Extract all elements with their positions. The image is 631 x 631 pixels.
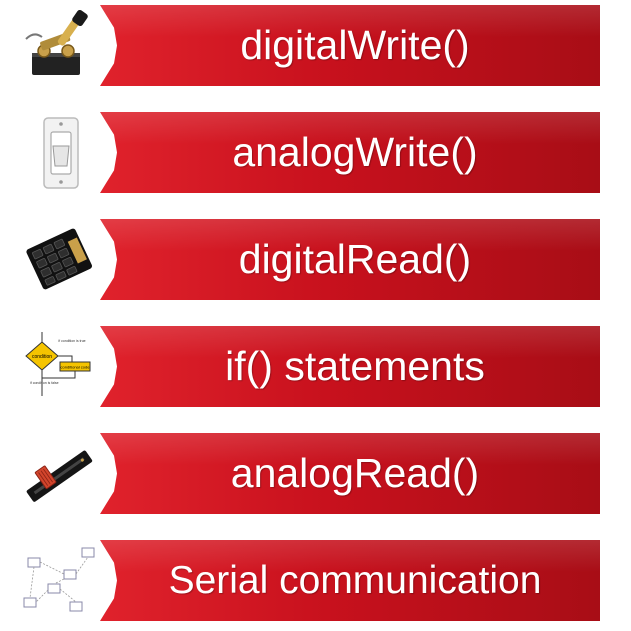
lesson-item-analog-write[interactable]: analogWrite()	[0, 112, 631, 193]
lesson-item-digital-read[interactable]: digitalRead()	[0, 219, 631, 300]
lesson-item-digital-write[interactable]: digitalWrite()	[0, 5, 631, 86]
lesson-banner[interactable]: analogRead()	[100, 433, 600, 514]
lesson-banner[interactable]: digitalRead()	[100, 219, 600, 300]
lesson-item-analog-read[interactable]: analogRead()	[0, 433, 631, 514]
lesson-banner[interactable]: analogWrite()	[100, 112, 600, 193]
lesson-label: digitalWrite()	[240, 22, 470, 68]
network-diagram-icon	[23, 547, 95, 612]
slide-potentiometer-icon	[26, 450, 93, 502]
lesson-label: Serial communication	[168, 558, 542, 602]
flowchart-if-true: if condition is true	[58, 339, 85, 343]
lesson-label: analogWrite()	[232, 129, 478, 175]
lesson-item-if-statements[interactable]: condition if condition is true condition…	[0, 326, 631, 407]
lesson-label: digitalRead()	[238, 236, 472, 282]
flowchart-if-false: if condition is false	[30, 381, 59, 385]
lesson-banner[interactable]: if() statements	[100, 326, 600, 407]
keypad-icon	[26, 228, 92, 290]
lesson-item-serial-communication[interactable]: Serial communication	[0, 540, 631, 621]
lesson-banner[interactable]: Serial communication	[100, 540, 600, 621]
flowchart-icon: condition if condition is true condition…	[25, 332, 91, 396]
lesson-label: if() statements	[225, 343, 485, 389]
flowchart-code: conditional code	[61, 365, 91, 370]
lesson-banner[interactable]: digitalWrite()	[100, 5, 600, 86]
flowchart-condition: condition	[32, 354, 52, 360]
lesson-label: analogRead()	[230, 450, 480, 496]
toggle-switch-icon	[25, 10, 88, 75]
light-switch-icon	[43, 117, 79, 189]
